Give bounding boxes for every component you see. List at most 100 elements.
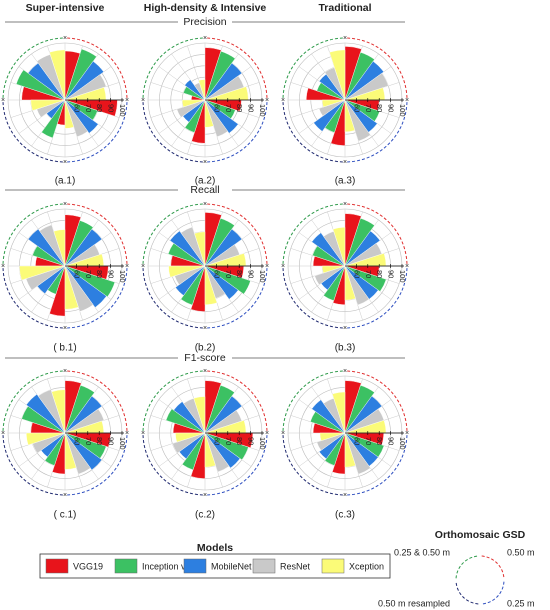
bar-wedge <box>204 228 243 267</box>
radial-tick-label: 60 <box>72 270 81 278</box>
polar-chart: × × × × 60 70 80 90 100 <box>141 201 269 332</box>
bar-wedge <box>329 49 346 101</box>
category-arc <box>207 102 268 163</box>
legend-swatch <box>183 558 207 574</box>
bar-wedge <box>173 401 206 434</box>
category-arc <box>67 37 128 98</box>
cardinal-marker: × <box>405 97 409 104</box>
bar-wedge <box>64 408 105 434</box>
bar-wedge <box>332 391 346 434</box>
bar-wedge <box>204 212 222 267</box>
bar-wedge <box>64 48 97 101</box>
cardinal-marker: × <box>63 35 67 42</box>
bar-wedge <box>204 99 214 128</box>
radial-tick-label: 60 <box>212 270 221 278</box>
radial-tick-label: 100 <box>118 270 127 283</box>
category-arc <box>142 37 203 98</box>
cardinal-marker: × <box>141 97 145 104</box>
radial-tick-label: 70 <box>364 270 373 278</box>
radial-tick-label: 100 <box>258 437 267 450</box>
category-arc <box>142 268 203 329</box>
bar-wedge <box>314 265 346 286</box>
cardinal-marker: × <box>405 430 409 437</box>
bar-wedge <box>181 432 206 471</box>
bar-wedge <box>64 265 107 308</box>
bar-wedge <box>64 432 103 471</box>
category-arc <box>347 102 408 163</box>
bar-wedge <box>64 265 79 310</box>
category-arc <box>2 370 63 431</box>
bar-wedge <box>332 227 346 267</box>
panel-label: (b.3) <box>335 343 356 354</box>
cardinal-marker: × <box>63 159 67 166</box>
row-title: Recall <box>190 184 219 196</box>
bar-wedge <box>49 49 66 101</box>
bar-wedge <box>176 99 206 118</box>
category-arc <box>347 435 408 496</box>
radial-tick-label: 80 <box>235 270 244 278</box>
polar-chart: × × × × 60 70 80 90 100 <box>281 368 409 499</box>
cardinal-marker: × <box>203 492 207 499</box>
category-arc <box>282 370 343 431</box>
panel-label: ( b.1) <box>53 343 76 354</box>
radial-tick-label: 80 <box>375 270 384 278</box>
legend-swatch <box>114 558 138 574</box>
bar-wedge <box>204 432 249 461</box>
cardinal-marker: × <box>281 97 285 104</box>
cardinal-marker: × <box>1 263 5 270</box>
gsd-arc <box>455 581 479 605</box>
bar-wedge <box>311 232 346 267</box>
cardinal-marker: × <box>125 97 129 104</box>
bar-wedge <box>311 399 346 434</box>
bar-wedge <box>204 218 235 267</box>
category-arc <box>2 435 63 496</box>
category-arc <box>347 37 408 98</box>
bar-wedge <box>344 52 375 101</box>
panel-label: (c.3) <box>335 510 355 521</box>
cardinal-marker: × <box>125 263 129 270</box>
radial-tick-label: 80 <box>235 437 244 445</box>
radial-tick-label: 90 <box>247 270 256 278</box>
bar-wedge <box>64 220 94 267</box>
legend-label: ResNet <box>280 561 311 571</box>
radial-tick-label: 90 <box>387 437 396 445</box>
bar-wedge <box>204 265 239 300</box>
bar-wedge <box>172 432 206 454</box>
panel-label: (a.1) <box>55 176 76 187</box>
category-arc <box>2 203 63 264</box>
category-arc <box>282 203 343 264</box>
bar-wedge <box>64 60 105 101</box>
radial-tick-label: 100 <box>398 270 407 283</box>
bar-wedge <box>321 99 346 108</box>
radial-tick-label: 60 <box>352 104 361 112</box>
polar-chart: × × × × 60 70 80 90 100 <box>1 201 129 332</box>
bar-wedge <box>318 99 346 117</box>
radial-tick-label: 70 <box>224 104 233 112</box>
bar-wedge <box>344 265 387 292</box>
category-arc <box>207 37 268 98</box>
bar-wedge <box>27 228 66 267</box>
category-arc <box>347 203 408 264</box>
polar-chart: × × × × 60 70 80 90 100 <box>281 201 409 332</box>
bar-wedge <box>204 432 216 468</box>
bar-wedge <box>344 60 385 101</box>
panel-label: (b.2) <box>195 343 216 354</box>
bar-wedge <box>44 432 66 466</box>
bar-wedge <box>64 265 116 298</box>
panel-label: (a.2) <box>195 176 216 187</box>
bar-wedge <box>39 224 66 267</box>
radial-tick-label: 70 <box>84 437 93 445</box>
cardinal-marker: × <box>343 368 347 375</box>
category-arc <box>2 268 63 329</box>
bar-wedge <box>180 265 206 306</box>
radial-tick-label: 80 <box>95 270 104 278</box>
bar-wedge <box>344 432 371 475</box>
bar-wedge <box>180 226 206 267</box>
radial-tick-label: 60 <box>352 437 361 445</box>
cardinal-marker: × <box>265 263 269 270</box>
category-arc <box>347 268 408 329</box>
bar-wedge <box>175 265 206 296</box>
bar-wedge <box>344 432 356 468</box>
category-arc <box>2 102 63 163</box>
category-arc <box>142 370 203 431</box>
